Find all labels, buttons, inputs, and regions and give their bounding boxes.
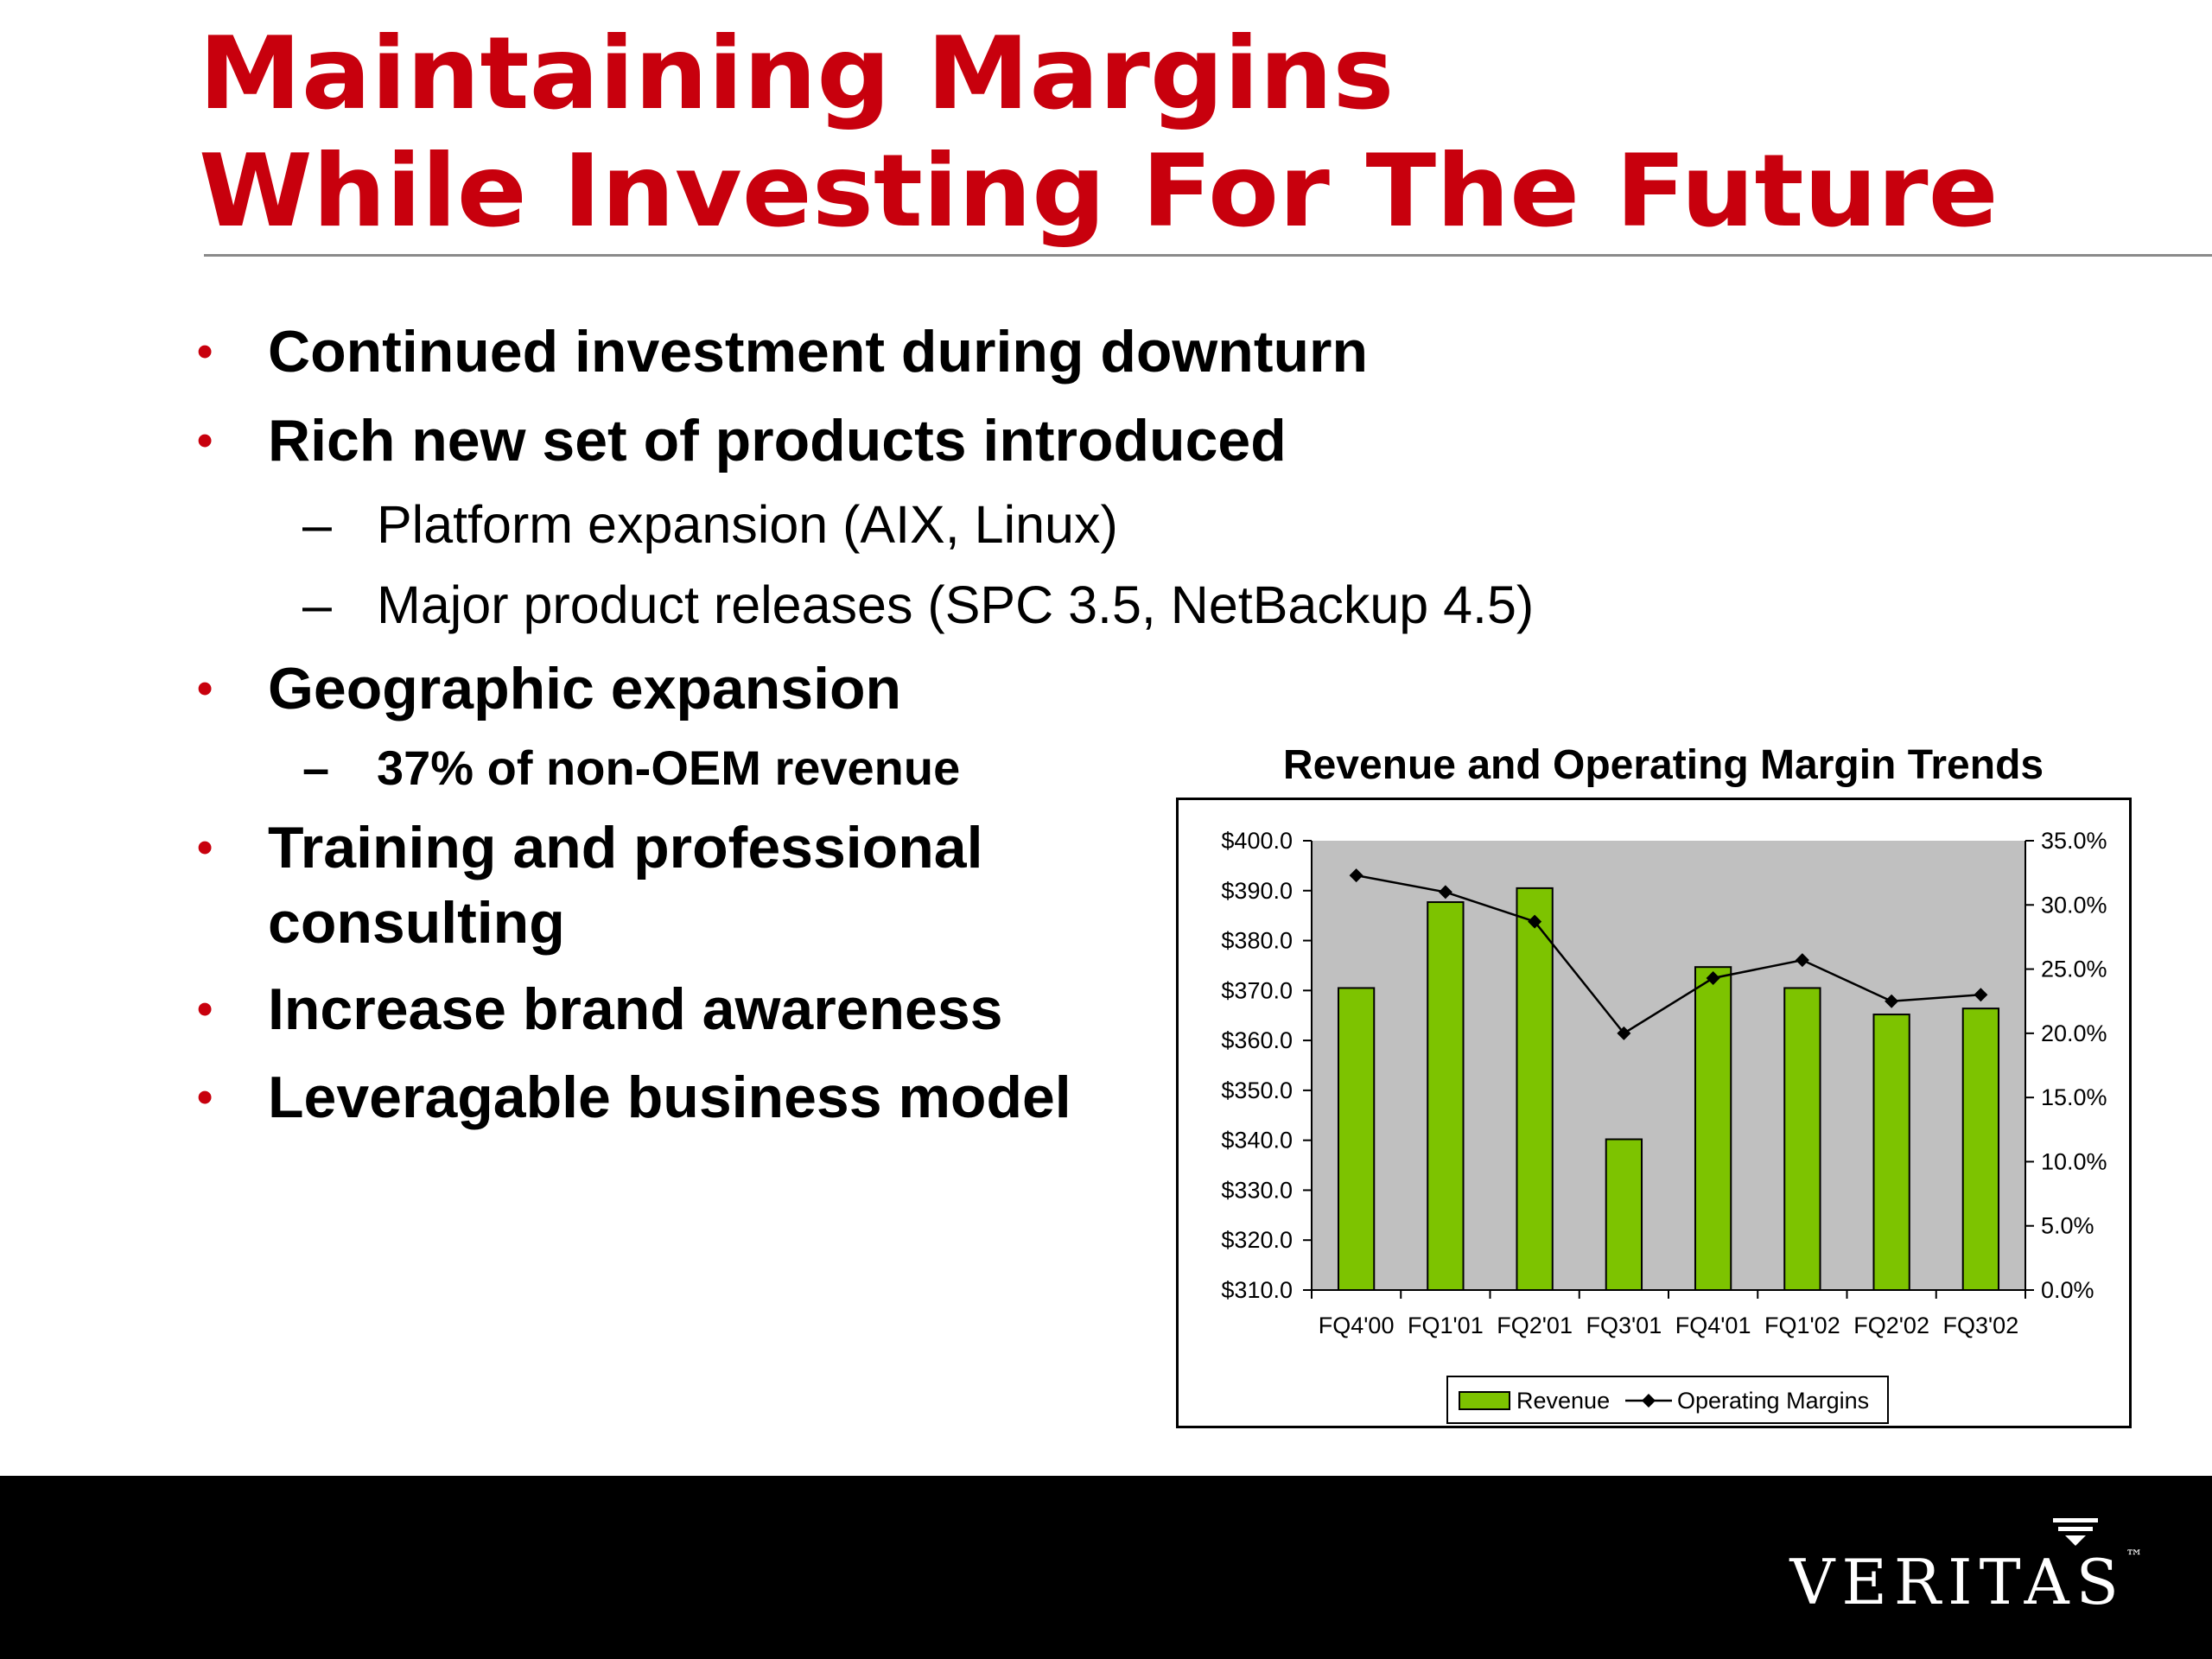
bullet-marker: • bbox=[197, 1072, 213, 1122]
title-divider bbox=[204, 254, 2212, 257]
legend-margin-label: Operating Margins bbox=[1677, 1388, 1869, 1414]
veritas-logo: VERITAS™ bbox=[1780, 1508, 2143, 1629]
y-right-tick-label: 35.0% bbox=[2041, 828, 2107, 854]
revenue-bar bbox=[1783, 987, 1821, 1291]
operating-margin-point bbox=[1706, 970, 1720, 985]
logo-mark-icon bbox=[2053, 1518, 2098, 1546]
y-right-tick-label: 10.0% bbox=[2041, 1148, 2107, 1174]
sub-bullet-item: – Platform expansion (AIX, Linux) bbox=[302, 490, 1118, 559]
x-tick-label: FQ3'02 bbox=[1943, 1313, 2019, 1338]
revenue-bar bbox=[1872, 1014, 1910, 1291]
x-tick-label: FQ2'01 bbox=[1497, 1313, 1573, 1338]
revenue-bar bbox=[1694, 966, 1732, 1292]
bullet-item: • Geographic expansion bbox=[197, 652, 901, 726]
bullet-item: • Leveragable business model bbox=[197, 1060, 1071, 1135]
chart-title: Revenue and Operating Margin Trends bbox=[1282, 742, 2044, 788]
y-left-tick-label: $310.0 bbox=[1221, 1277, 1293, 1303]
sub-bullet-item: – Major product releases (SPC 3.5, NetBa… bbox=[302, 570, 1534, 639]
y-right-tick-label: 25.0% bbox=[2041, 957, 2107, 982]
y-left-tick-label: $330.0 bbox=[1221, 1177, 1293, 1203]
footer-bar bbox=[0, 1476, 2212, 1659]
operating-margin-point bbox=[1349, 868, 1363, 883]
y-left-tick-label: $400.0 bbox=[1221, 828, 1293, 854]
operating-margin-point bbox=[1795, 953, 1809, 968]
bullet-item: • Increase brand awareness bbox=[197, 972, 1002, 1046]
legend-revenue-swatch bbox=[1459, 1391, 1510, 1410]
logo-wordmark: VERITAS™ bbox=[1789, 1546, 2143, 1618]
x-tick-label: FQ2'02 bbox=[1853, 1313, 1929, 1338]
bullet-marker: • bbox=[197, 327, 213, 377]
bullet-item: • Continued investment during downturn bbox=[197, 315, 1368, 389]
operating-margin-point bbox=[1974, 988, 1988, 1002]
plot-area bbox=[1312, 841, 2025, 1290]
y-right-tick-label: 0.0% bbox=[2041, 1277, 2094, 1303]
operating-margin-point bbox=[1617, 1026, 1631, 1040]
y-right-tick-label: 20.0% bbox=[2041, 1020, 2107, 1046]
bullet-item: • Rich new set of products introduced bbox=[197, 404, 1287, 478]
operating-margin-point bbox=[1885, 994, 1899, 1008]
x-tick-label: FQ3'01 bbox=[1586, 1313, 1662, 1338]
operating-margin-line bbox=[1356, 874, 1981, 1035]
sub-bullet-item: – 37% of non-OEM revenue bbox=[302, 734, 960, 803]
x-tick-label: FQ4'00 bbox=[1319, 1313, 1395, 1338]
bullet-continuation: consulting bbox=[268, 890, 565, 956]
title-line-1: Maintaining Margins bbox=[199, 16, 1395, 132]
y-left-tick-label: $370.0 bbox=[1221, 977, 1293, 1003]
sub-bullet-marker: – bbox=[302, 575, 332, 634]
bullet-marker: • bbox=[197, 416, 213, 466]
x-tick-label: FQ1'02 bbox=[1764, 1313, 1840, 1338]
y-left-tick-label: $350.0 bbox=[1221, 1077, 1293, 1103]
x-tick-label: FQ1'01 bbox=[1408, 1313, 1484, 1338]
y-right-tick-label: 5.0% bbox=[2041, 1213, 2094, 1239]
slide-title: Maintaining Margins While Investing For … bbox=[199, 16, 1999, 251]
sub-bullet-marker: – bbox=[302, 741, 330, 795]
y-right-tick-label: 30.0% bbox=[2041, 892, 2107, 918]
bullet-marker: • bbox=[197, 984, 213, 1034]
bullet-marker: • bbox=[197, 823, 213, 873]
bullet-item: • Training and professional bbox=[197, 810, 982, 885]
legend-revenue-label: Revenue bbox=[1516, 1388, 1610, 1414]
operating-margin-point bbox=[1528, 914, 1542, 929]
x-tick-label: FQ4'01 bbox=[1675, 1313, 1751, 1338]
title-line-2: While Investing For The Future bbox=[199, 133, 1999, 250]
revenue-bar bbox=[1516, 887, 1554, 1291]
revenue-bar bbox=[1961, 1007, 2000, 1291]
sub-bullet-marker: – bbox=[302, 495, 332, 554]
y-left-tick-label: $360.0 bbox=[1221, 1027, 1293, 1053]
y-left-tick-label: $380.0 bbox=[1221, 928, 1293, 954]
revenue-bar bbox=[1605, 1138, 1643, 1291]
revenue-bar bbox=[1427, 901, 1465, 1291]
revenue-margin-chart: $310.0 $320.0 $330.0 $340.0 $350.0 $360.0 $370… bbox=[1221, 828, 2107, 1424]
revenue-bar bbox=[1337, 987, 1376, 1291]
bullet-marker: • bbox=[197, 664, 213, 714]
legend-margin-marker bbox=[1642, 1394, 1656, 1408]
y-left-tick-label: $340.0 bbox=[1221, 1128, 1293, 1154]
y-right-tick-label: 15.0% bbox=[2041, 1084, 2107, 1110]
y-left-tick-label: $390.0 bbox=[1221, 878, 1293, 904]
y-left-tick-label: $320.0 bbox=[1221, 1227, 1293, 1253]
operating-margin-point bbox=[1438, 885, 1452, 899]
